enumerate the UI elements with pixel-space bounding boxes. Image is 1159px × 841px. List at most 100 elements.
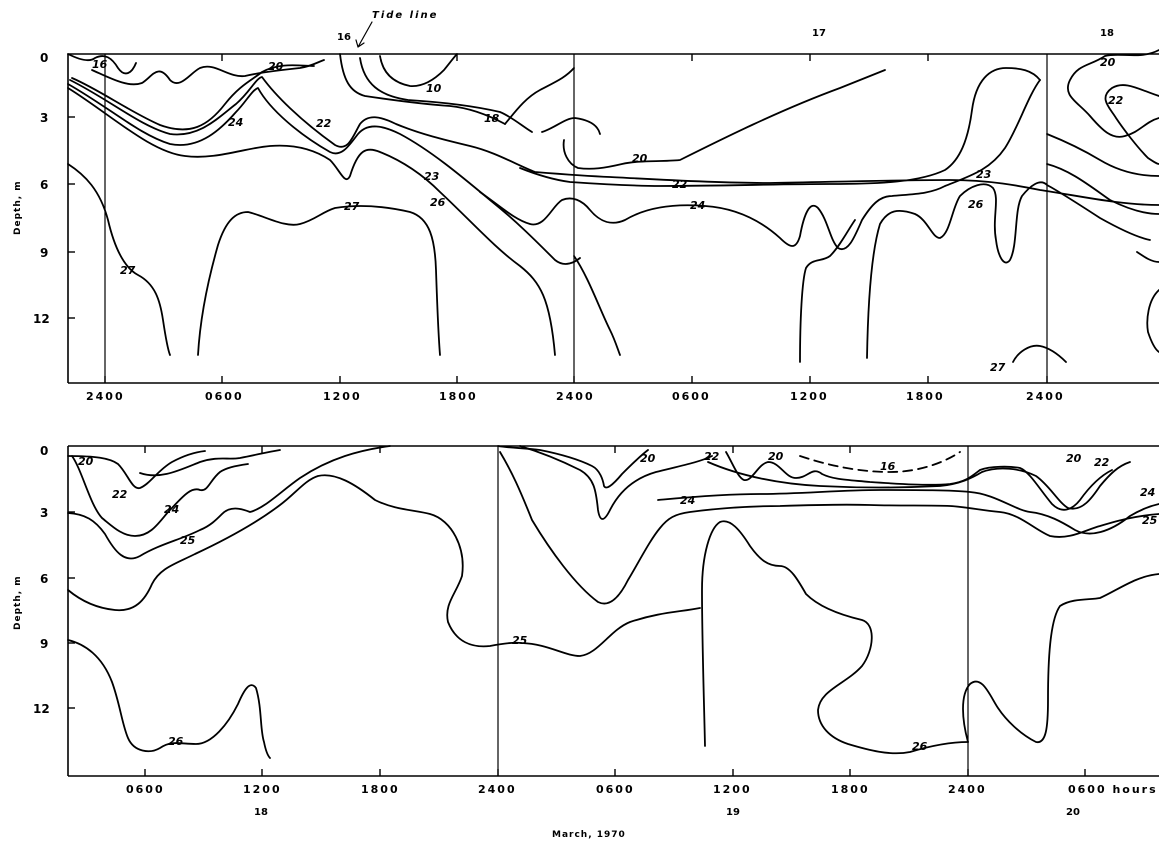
contour-line	[67, 87, 556, 356]
contour-label: 24	[228, 116, 243, 129]
contour-line	[725, 451, 1113, 511]
contour-label: 25	[1142, 514, 1158, 527]
contour-line	[1012, 344, 1067, 363]
contour-label: 20	[1066, 452, 1082, 465]
x-tick-label: 1200	[323, 390, 362, 403]
x-tick-label: 2400	[556, 390, 595, 403]
contour-line	[657, 489, 1159, 535]
contour-label: 20	[632, 152, 648, 165]
lower-y-ticks	[68, 511, 75, 709]
x-tick-label: 0600 hours	[1068, 783, 1158, 796]
x-tick-label: 0600	[126, 783, 165, 796]
contour-line	[67, 450, 206, 489]
lower-x-tick-labels: 0600 1200 1800 2400 0600 1200 1800 2400 …	[126, 783, 1158, 796]
contour-label: 27	[344, 200, 360, 213]
contour-line	[339, 53, 506, 125]
contour-label: 22	[316, 117, 332, 130]
contour-label: 20	[78, 455, 94, 468]
upper-contour-labels: 16 20 10 18 22 24 23 26 27 27 20 22 24 2…	[92, 56, 1124, 374]
contour-label: 10	[426, 82, 442, 95]
x-tick-label: 1800	[831, 783, 870, 796]
contour-label: 22	[1108, 94, 1124, 107]
contour-label: 25	[512, 634, 528, 647]
lower-day-label: 18	[254, 807, 268, 818]
upper-y-axis-title: Depth, m	[13, 180, 23, 235]
contour-label: 20	[268, 60, 284, 73]
contour-label: 24	[680, 494, 695, 507]
x-tick-label: 2400	[1026, 390, 1065, 403]
contour-label: 22	[1094, 456, 1110, 469]
x-tick-label: 0600	[596, 783, 635, 796]
tide-line-arrow	[355, 21, 373, 48]
lower-y-tick-labels: 0 3 6 9 12	[33, 444, 50, 716]
contour-line	[197, 205, 441, 356]
x-tick-label: 2400	[948, 783, 987, 796]
contour-label: 24	[690, 199, 705, 212]
contour-label: 26	[168, 735, 184, 748]
contour-label: 24	[1140, 486, 1155, 499]
y-tick-label: 6	[40, 572, 48, 586]
contour-line	[71, 64, 315, 131]
y-tick-label: 12	[33, 702, 50, 716]
y-tick-label: 9	[40, 246, 48, 260]
contour-line-dashed	[799, 451, 961, 473]
contour-label: 18	[484, 112, 500, 125]
contour-label: 24	[164, 503, 179, 516]
contour-line	[67, 445, 391, 560]
y-tick-label: 3	[40, 506, 48, 520]
upper-contours	[67, 49, 1159, 363]
contour-line	[67, 83, 581, 265]
x-tick-label: 2400	[86, 390, 125, 403]
contour-label: 22	[672, 178, 688, 191]
contour-label: 20	[1100, 56, 1116, 69]
y-tick-label: 9	[40, 637, 48, 651]
x-tick-label: 2400	[478, 783, 517, 796]
contour-label: 23	[976, 168, 992, 181]
upper-day-label: 18	[1100, 28, 1114, 39]
contour-line	[67, 639, 271, 759]
x-axis-title: March, 1970	[552, 830, 626, 840]
contour-line	[799, 219, 856, 363]
upper-y-ticks	[68, 116, 75, 319]
y-tick-label: 0	[40, 444, 48, 458]
contour-label: 27	[990, 361, 1006, 374]
contour-label: 16	[880, 460, 896, 473]
contour-label: 25	[180, 534, 196, 547]
x-tick-label: 1800	[906, 390, 945, 403]
contour-label: 23	[424, 170, 440, 183]
contour-label: 22	[704, 450, 720, 463]
lower-day-label: 20	[1066, 807, 1080, 818]
x-tick-label: 0600	[672, 390, 711, 403]
contour-line	[519, 445, 713, 520]
lower-day-label: 19	[726, 807, 740, 818]
contour-line	[499, 451, 1159, 605]
contour-label: 22	[112, 488, 128, 501]
contour-line	[139, 449, 281, 477]
contour-line	[701, 520, 969, 755]
contour-line	[519, 67, 1041, 187]
y-tick-label: 0	[40, 51, 48, 65]
y-tick-label: 3	[40, 111, 48, 125]
contour-line	[1136, 251, 1159, 263]
contour-label: 20	[640, 452, 656, 465]
contour-line	[866, 181, 1151, 359]
contour-line	[962, 573, 1159, 743]
y-tick-label: 12	[33, 312, 50, 326]
contour-line	[573, 255, 621, 356]
lower-y-axis-title: Depth, m	[13, 575, 23, 630]
x-tick-label: 1800	[439, 390, 478, 403]
upper-x-tick-labels: 2400 0600 1200 1800 2400 0600 1200 1800 …	[86, 390, 1065, 403]
lower-panel: 0 3 6 9 12 Depth, m 0600 1200 1800 2400 …	[13, 444, 1159, 840]
contour-line	[1046, 133, 1159, 177]
lower-x-ticks	[144, 446, 1086, 776]
lower-contours	[67, 445, 1159, 759]
contour-line	[71, 455, 249, 537]
contour-line	[91, 59, 325, 86]
upper-day-label: 17	[812, 28, 826, 39]
tide-line-annotation: Tide line	[372, 10, 438, 21]
y-tick-label: 6	[40, 178, 48, 192]
contour-line	[379, 53, 458, 87]
contour-label: 26	[912, 740, 928, 753]
x-tick-label: 1200	[713, 783, 752, 796]
